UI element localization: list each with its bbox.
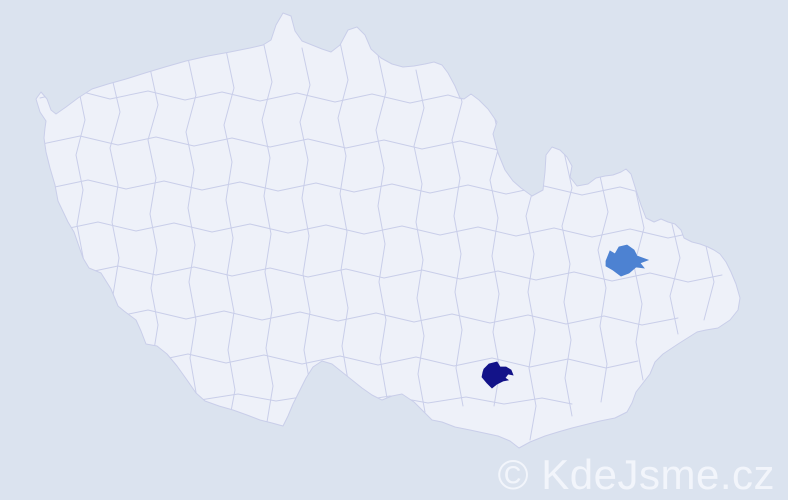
district-boundary	[413, 69, 426, 413]
district-boundary	[223, 49, 236, 423]
district-boundary	[489, 105, 501, 407]
country-outline	[35, 12, 741, 449]
district-boundary	[185, 57, 198, 399]
district-boundary	[41, 135, 563, 151]
district-boundary	[109, 309, 679, 326]
district-boundary	[375, 54, 388, 399]
district-boundary	[59, 221, 739, 239]
district-boundary	[49, 179, 651, 196]
highlighted-district-northeast[interactable]	[605, 244, 650, 277]
highlighted-district-southeast[interactable]	[481, 361, 514, 389]
district-boundary	[561, 151, 573, 417]
district-boundary	[147, 67, 159, 363]
district-boundary	[597, 175, 609, 403]
district-boundary	[199, 393, 573, 405]
district-boundary	[261, 44, 274, 423]
district-boundary	[633, 191, 645, 381]
district-boundary	[149, 353, 639, 369]
district-boundary	[79, 265, 723, 283]
district-boundary	[109, 77, 121, 333]
district-boundary	[39, 89, 463, 104]
district-boundary	[299, 47, 312, 391]
watermark: © KdeJsme.cz	[497, 451, 775, 498]
district-boundary	[703, 245, 715, 321]
district-boundary	[337, 41, 350, 387]
district-boundary	[451, 65, 464, 407]
district-boundary	[669, 223, 681, 335]
